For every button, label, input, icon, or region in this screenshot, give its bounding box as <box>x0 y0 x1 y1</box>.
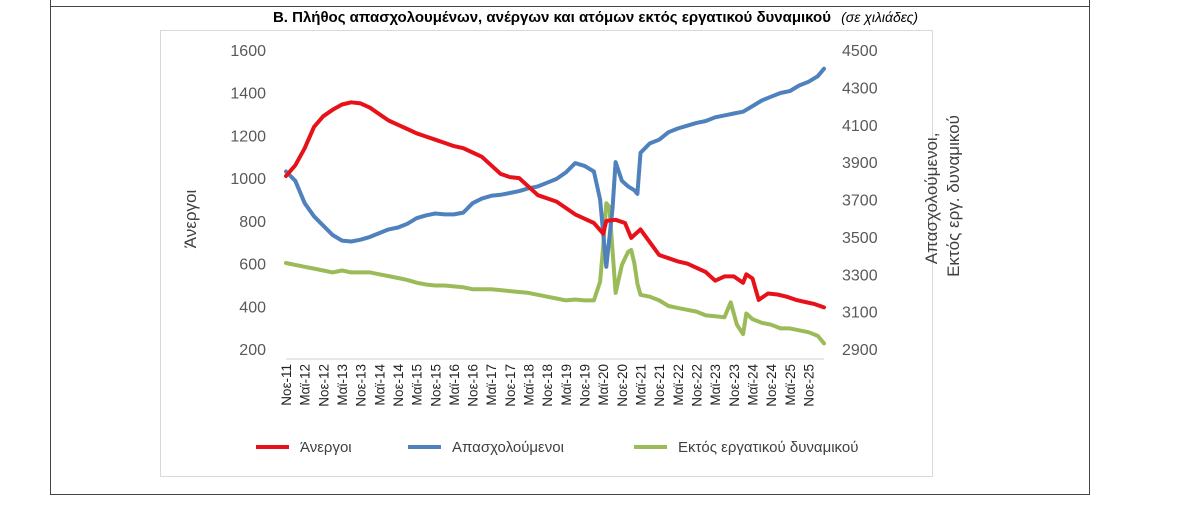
left-axis-ticks: 1600 1400 1200 1000 800 600 400 200 <box>230 43 266 359</box>
legend: Άνεργοι Απασχολούμενοι Εκτός εργατικού δυν… <box>256 439 858 456</box>
x-tick-label: Μαϊ-13 <box>335 364 350 406</box>
x-tick-label: Μαϊ-21 <box>634 364 649 406</box>
right-axis-ticks: 4500 4300 4100 3900 3700 3500 3300 3100 2900 <box>842 43 878 359</box>
y2-axis-label-line-1: Απασχολούμενοι, <box>922 133 941 265</box>
legend-label-employed: Απασχολούμενοι <box>452 439 564 456</box>
y-tick-label: 800 <box>239 214 266 231</box>
x-tick-label: Νοε-23 <box>727 364 742 407</box>
y2-axis-label: Απασχολούμενοι, Εκτός εργ. δυναμικού <box>922 115 963 277</box>
x-tick-label: Νοε-22 <box>689 364 704 407</box>
x-tick-label: Νοε-25 <box>801 364 816 407</box>
x-tick-label: Μαϊ-20 <box>596 364 611 406</box>
x-tick-label: Μαϊ-14 <box>372 364 387 406</box>
x-tick-label: Νοε-12 <box>316 364 331 407</box>
series-lines <box>284 66 826 346</box>
x-axis-ticks: Νοε-11 Μαϊ-12 Νοε-12 Μαϊ-13 Νοε-13 Μαϊ-14 Νοε-… <box>279 364 816 407</box>
chart-title-row: Β. Πλήθος απασχολουμένων, ανέργων και ατ… <box>0 9 1191 26</box>
x-tick-label: Νοε-18 <box>540 364 555 407</box>
x-tick-label: Νοε-14 <box>391 364 406 407</box>
panel-frame <box>50 0 1090 495</box>
x-tick-label: Νοε-15 <box>428 364 443 407</box>
x-tick-label: Μαϊ-24 <box>745 364 760 406</box>
x-tick-label: Μαϊ-16 <box>447 364 462 406</box>
legend-label-inactive: Εκτός εργατικού δυναμικού <box>678 439 858 456</box>
x-tick-label: Μαϊ-12 <box>298 364 313 406</box>
chart-area-border <box>160 30 933 477</box>
x-tick-label: Μαϊ-17 <box>484 364 499 406</box>
y-tick-label: 200 <box>239 342 266 359</box>
series-line-employed <box>284 66 826 269</box>
x-tick-label: Νοε-13 <box>354 364 369 407</box>
y2-tick-label: 4100 <box>842 118 878 135</box>
x-tick-label: Μαϊ-15 <box>410 364 425 406</box>
x-tick-label: Μαϊ-25 <box>783 364 798 406</box>
series-line-inactive <box>284 201 826 346</box>
y-tick-label: 1000 <box>230 171 266 188</box>
x-tick-label: Νοε-20 <box>615 364 630 407</box>
x-tick-label: Μαϊ-22 <box>671 364 686 406</box>
x-tick-label: Μαϊ-19 <box>559 364 574 406</box>
y-tick-label: 600 <box>239 257 266 274</box>
y-tick-label: 1400 <box>230 86 266 103</box>
y2-tick-label: 3700 <box>842 193 878 210</box>
y2-axis-label-line-2: Εκτός εργ. δυναμικού <box>944 115 963 277</box>
x-tick-label: Μαϊ-18 <box>522 364 537 406</box>
y2-tick-label: 2900 <box>842 342 878 359</box>
y2-tick-label: 3900 <box>842 155 878 172</box>
y2-tick-label: 3100 <box>842 305 878 322</box>
y-tick-label: 1600 <box>230 43 266 60</box>
chart-unit-note: (σε χιλιάδες) <box>841 9 919 25</box>
series-line-unemployed <box>284 100 826 310</box>
x-tick-label: Νοε-11 <box>279 364 294 406</box>
x-tick-label: Νοε-17 <box>503 364 518 407</box>
y-tick-label: 1200 <box>230 128 266 145</box>
x-tick-label: Νοε-19 <box>578 364 593 407</box>
y2-tick-label: 3500 <box>842 230 878 247</box>
x-tick-label: Μαϊ-23 <box>708 364 723 406</box>
legend-label-unemployed: Άνεργοι <box>300 439 352 456</box>
chart-title: Β. Πλήθος απασχολουμένων, ανέργων και ατ… <box>272 9 831 26</box>
y-axis-label: Άνεργοι <box>181 190 200 249</box>
y2-tick-label: 3300 <box>842 267 878 284</box>
panel-top-border <box>50 6 1089 7</box>
x-tick-label: Νοε-16 <box>466 364 481 407</box>
x-tick-label: Νοε-24 <box>764 364 779 407</box>
y2-tick-label: 4300 <box>842 80 878 97</box>
y2-tick-label: 4500 <box>842 43 878 60</box>
y-tick-label: 400 <box>239 299 266 316</box>
x-tick-label: Νοε-21 <box>652 364 667 407</box>
